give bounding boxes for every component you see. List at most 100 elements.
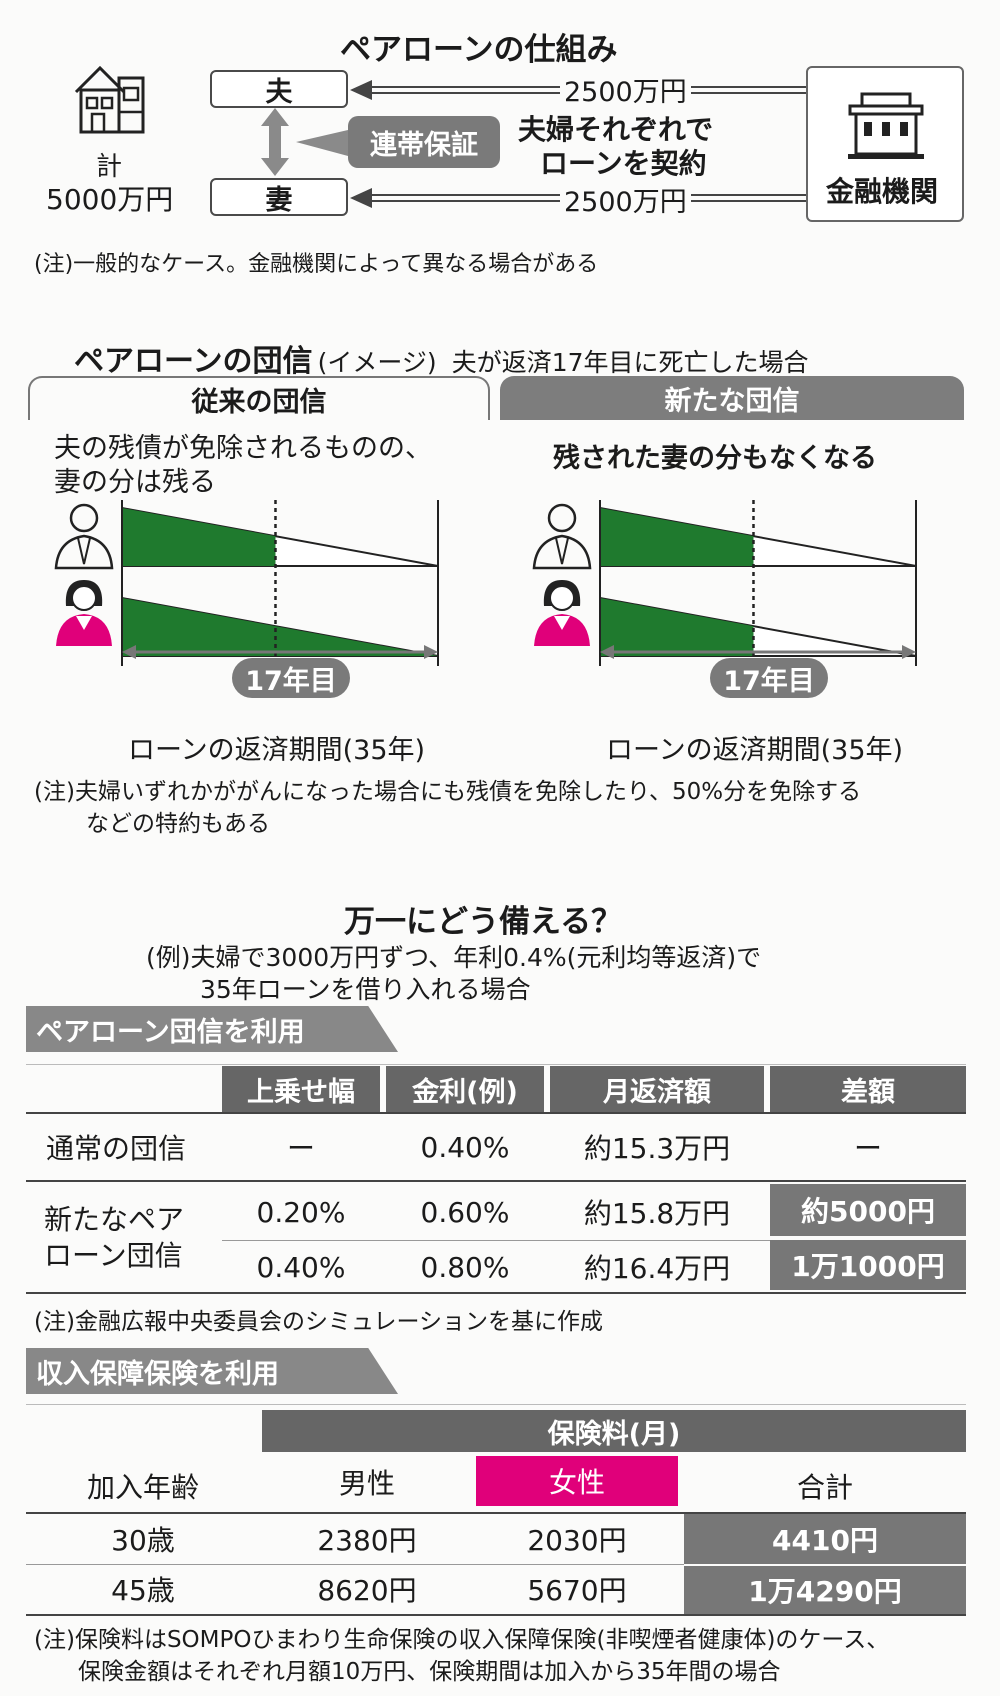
t1-header-monthly: 月返済額 bbox=[550, 1066, 764, 1112]
t1-new-label-1: 新たなペア bbox=[44, 1203, 185, 1236]
left-wife-balance bbox=[122, 598, 438, 656]
t2-row1-total: 4410円 bbox=[684, 1514, 966, 1564]
right-period-label: ローンの返済期間(35年) bbox=[606, 735, 904, 766]
t1-new2-margin: 0.40% bbox=[256, 1250, 346, 1284]
table1-heading: ペアローン団信を利用 bbox=[26, 1006, 398, 1052]
table1-note: (注)金融広報中央委員会のシミュレーションを基に作成 bbox=[34, 1309, 604, 1335]
left-balance-chart bbox=[121, 500, 439, 666]
left-desc-1: 夫の残債が免除されるものの、 bbox=[54, 433, 432, 464]
amount-husband: 2500万円 bbox=[560, 70, 691, 109]
left-period-arrow-right bbox=[424, 645, 438, 659]
bank-box: 金融機関 bbox=[806, 66, 964, 222]
bank-icon bbox=[848, 92, 924, 159]
section2-note-2: などの特約もある bbox=[86, 811, 270, 837]
t2-group-header: 保険料(月) bbox=[262, 1410, 966, 1452]
table2-heading-label: 収入保障保険を利用 bbox=[36, 1358, 279, 1390]
t1-header-diff-label: 差額 bbox=[841, 1076, 895, 1108]
right-year-label: 17年目 bbox=[723, 665, 815, 697]
total-value: 5000万円 bbox=[46, 183, 174, 216]
t2-row2-female: 5670円 bbox=[527, 1574, 627, 1607]
right-panel-header: 新たな団信 bbox=[500, 376, 964, 420]
t1-header-monthly-label: 月返済額 bbox=[603, 1076, 711, 1108]
t1-header-rate: 金利(例) bbox=[386, 1066, 544, 1112]
t1-new2-diff: 1万1000円 bbox=[770, 1240, 966, 1290]
right-period-arrow-left bbox=[600, 645, 614, 659]
husband-box: 夫 bbox=[210, 70, 348, 108]
right-balance-chart bbox=[599, 500, 917, 666]
t2-row1-age: 30歳 bbox=[111, 1524, 175, 1557]
left-panel-header: 従来の団信 bbox=[28, 376, 490, 420]
section2-note-1: (注)夫婦いずれかががんになった場合にも残債を免除したり、50%分を免除する bbox=[34, 779, 862, 805]
t1-normal-label: 通常の団信 bbox=[46, 1132, 187, 1165]
husband-label: 夫 bbox=[265, 76, 293, 108]
contract-text-2: ローンを契約 bbox=[540, 147, 707, 180]
t2-row2-male: 8620円 bbox=[317, 1574, 417, 1607]
section2-scenario: 夫が返済17年目に死亡した場合 bbox=[451, 348, 809, 377]
example-line-2: 35年ローンを借り入れる場合 bbox=[200, 975, 531, 1004]
left-husband-balance bbox=[122, 508, 276, 566]
t2-header-female: 女性 bbox=[476, 1456, 678, 1506]
t1-bottom-rule bbox=[26, 1292, 966, 1294]
amount-wife: 2500万円 bbox=[560, 180, 691, 219]
husband-icon-right bbox=[532, 503, 592, 570]
t1-new1-monthly: 約15.8万円 bbox=[583, 1197, 731, 1230]
left-desc-2: 妻の分は残る bbox=[54, 467, 216, 498]
t1-normal-rule bbox=[26, 1180, 966, 1182]
t2-header-age: 加入年齢 bbox=[86, 1471, 199, 1504]
table1-rule-top bbox=[26, 1064, 966, 1065]
table2-heading: 収入保障保険を利用 bbox=[26, 1348, 398, 1394]
right-year-badge: 17年目 bbox=[710, 658, 828, 698]
t2-bottom-rule bbox=[26, 1614, 966, 1616]
t1-new2-monthly: 約16.4万円 bbox=[583, 1252, 731, 1285]
table2-rule-top bbox=[26, 1404, 966, 1405]
contract-text-1: 夫婦それぞれで bbox=[518, 113, 714, 146]
house-icon bbox=[74, 65, 145, 134]
t1-header-margin-label: 上乗せ幅 bbox=[247, 1076, 355, 1108]
example-line-1: (例)夫婦で3000万円ずつ、年利0.4%(元利均等返済)で bbox=[146, 943, 762, 972]
wife-icon-right bbox=[534, 580, 590, 646]
t1-normal-rate: 0.40% bbox=[420, 1130, 510, 1164]
t1-new1-rate: 0.60% bbox=[420, 1195, 510, 1229]
t1-header-diff: 差額 bbox=[770, 1066, 966, 1112]
left-year-badge: 17年目 bbox=[232, 658, 350, 698]
total-label: 計 bbox=[96, 152, 123, 182]
t2-row2-total: 1万4290円 bbox=[684, 1566, 966, 1614]
bank-label: 金融機関 bbox=[826, 175, 939, 208]
t1-header-rule bbox=[26, 1112, 966, 1114]
husband-icon-left bbox=[54, 503, 114, 570]
guarantee-pill: 連帯保証 bbox=[348, 116, 500, 168]
right-panel-title: 新たな団信 bbox=[664, 385, 800, 417]
left-period-label: ローンの返済期間(35年) bbox=[128, 735, 426, 766]
t2-row1-female: 2030円 bbox=[527, 1524, 627, 1557]
t1-header-margin: 上乗せ幅 bbox=[222, 1066, 380, 1112]
wife-box: 妻 bbox=[210, 178, 348, 216]
right-period-arrow-right bbox=[902, 645, 916, 659]
right-wife-balance bbox=[600, 598, 754, 656]
guarantee-label: 連帯保証 bbox=[370, 129, 478, 161]
table1-heading-label: ペアローン団信を利用 bbox=[36, 1016, 305, 1048]
t1-new1-margin: 0.20% bbox=[256, 1195, 346, 1229]
t1-normal-diff: ー bbox=[853, 1132, 882, 1165]
wife-label: 妻 bbox=[265, 184, 293, 216]
t1-normal-monthly: 約15.3万円 bbox=[583, 1132, 731, 1165]
t2-row1-male: 2380円 bbox=[317, 1524, 417, 1557]
t1-new1-diff: 約5000円 bbox=[770, 1184, 966, 1236]
section1-title: ペアローンの仕組み bbox=[340, 32, 618, 68]
t2-row-mid-rule bbox=[26, 1564, 684, 1565]
t1-new2-rate: 0.80% bbox=[420, 1250, 510, 1284]
t2-header-male: 男性 bbox=[338, 1467, 395, 1500]
section2-title-sub: (イメージ) bbox=[317, 348, 437, 377]
guarantee-arrow bbox=[261, 108, 289, 176]
t2-group-header-label: 保険料(月) bbox=[547, 1418, 681, 1450]
t2-header-rule bbox=[26, 1512, 966, 1514]
left-panel-title: 従来の団信 bbox=[191, 386, 327, 418]
t1-new-label-2: ローン団信 bbox=[44, 1239, 183, 1272]
section3-title: 万一にどう備える？ bbox=[344, 904, 623, 940]
guarantee-pointer bbox=[296, 130, 348, 156]
table2-note-2: 保険金額はそれぞれ月額10万円、保険期間は加入から35年間の場合 bbox=[78, 1659, 781, 1685]
left-year-label: 17年目 bbox=[245, 665, 337, 697]
section1-note: (注)一般的なケース。金融機関によって異なる場合がある bbox=[34, 252, 599, 277]
t1-new-mid-rule bbox=[222, 1240, 770, 1241]
right-desc: 残された妻の分もなくなる bbox=[553, 443, 877, 474]
section2-title-row: ペアローンの団信 (イメージ) 夫が返済17年目に死亡した場合 bbox=[74, 336, 809, 380]
